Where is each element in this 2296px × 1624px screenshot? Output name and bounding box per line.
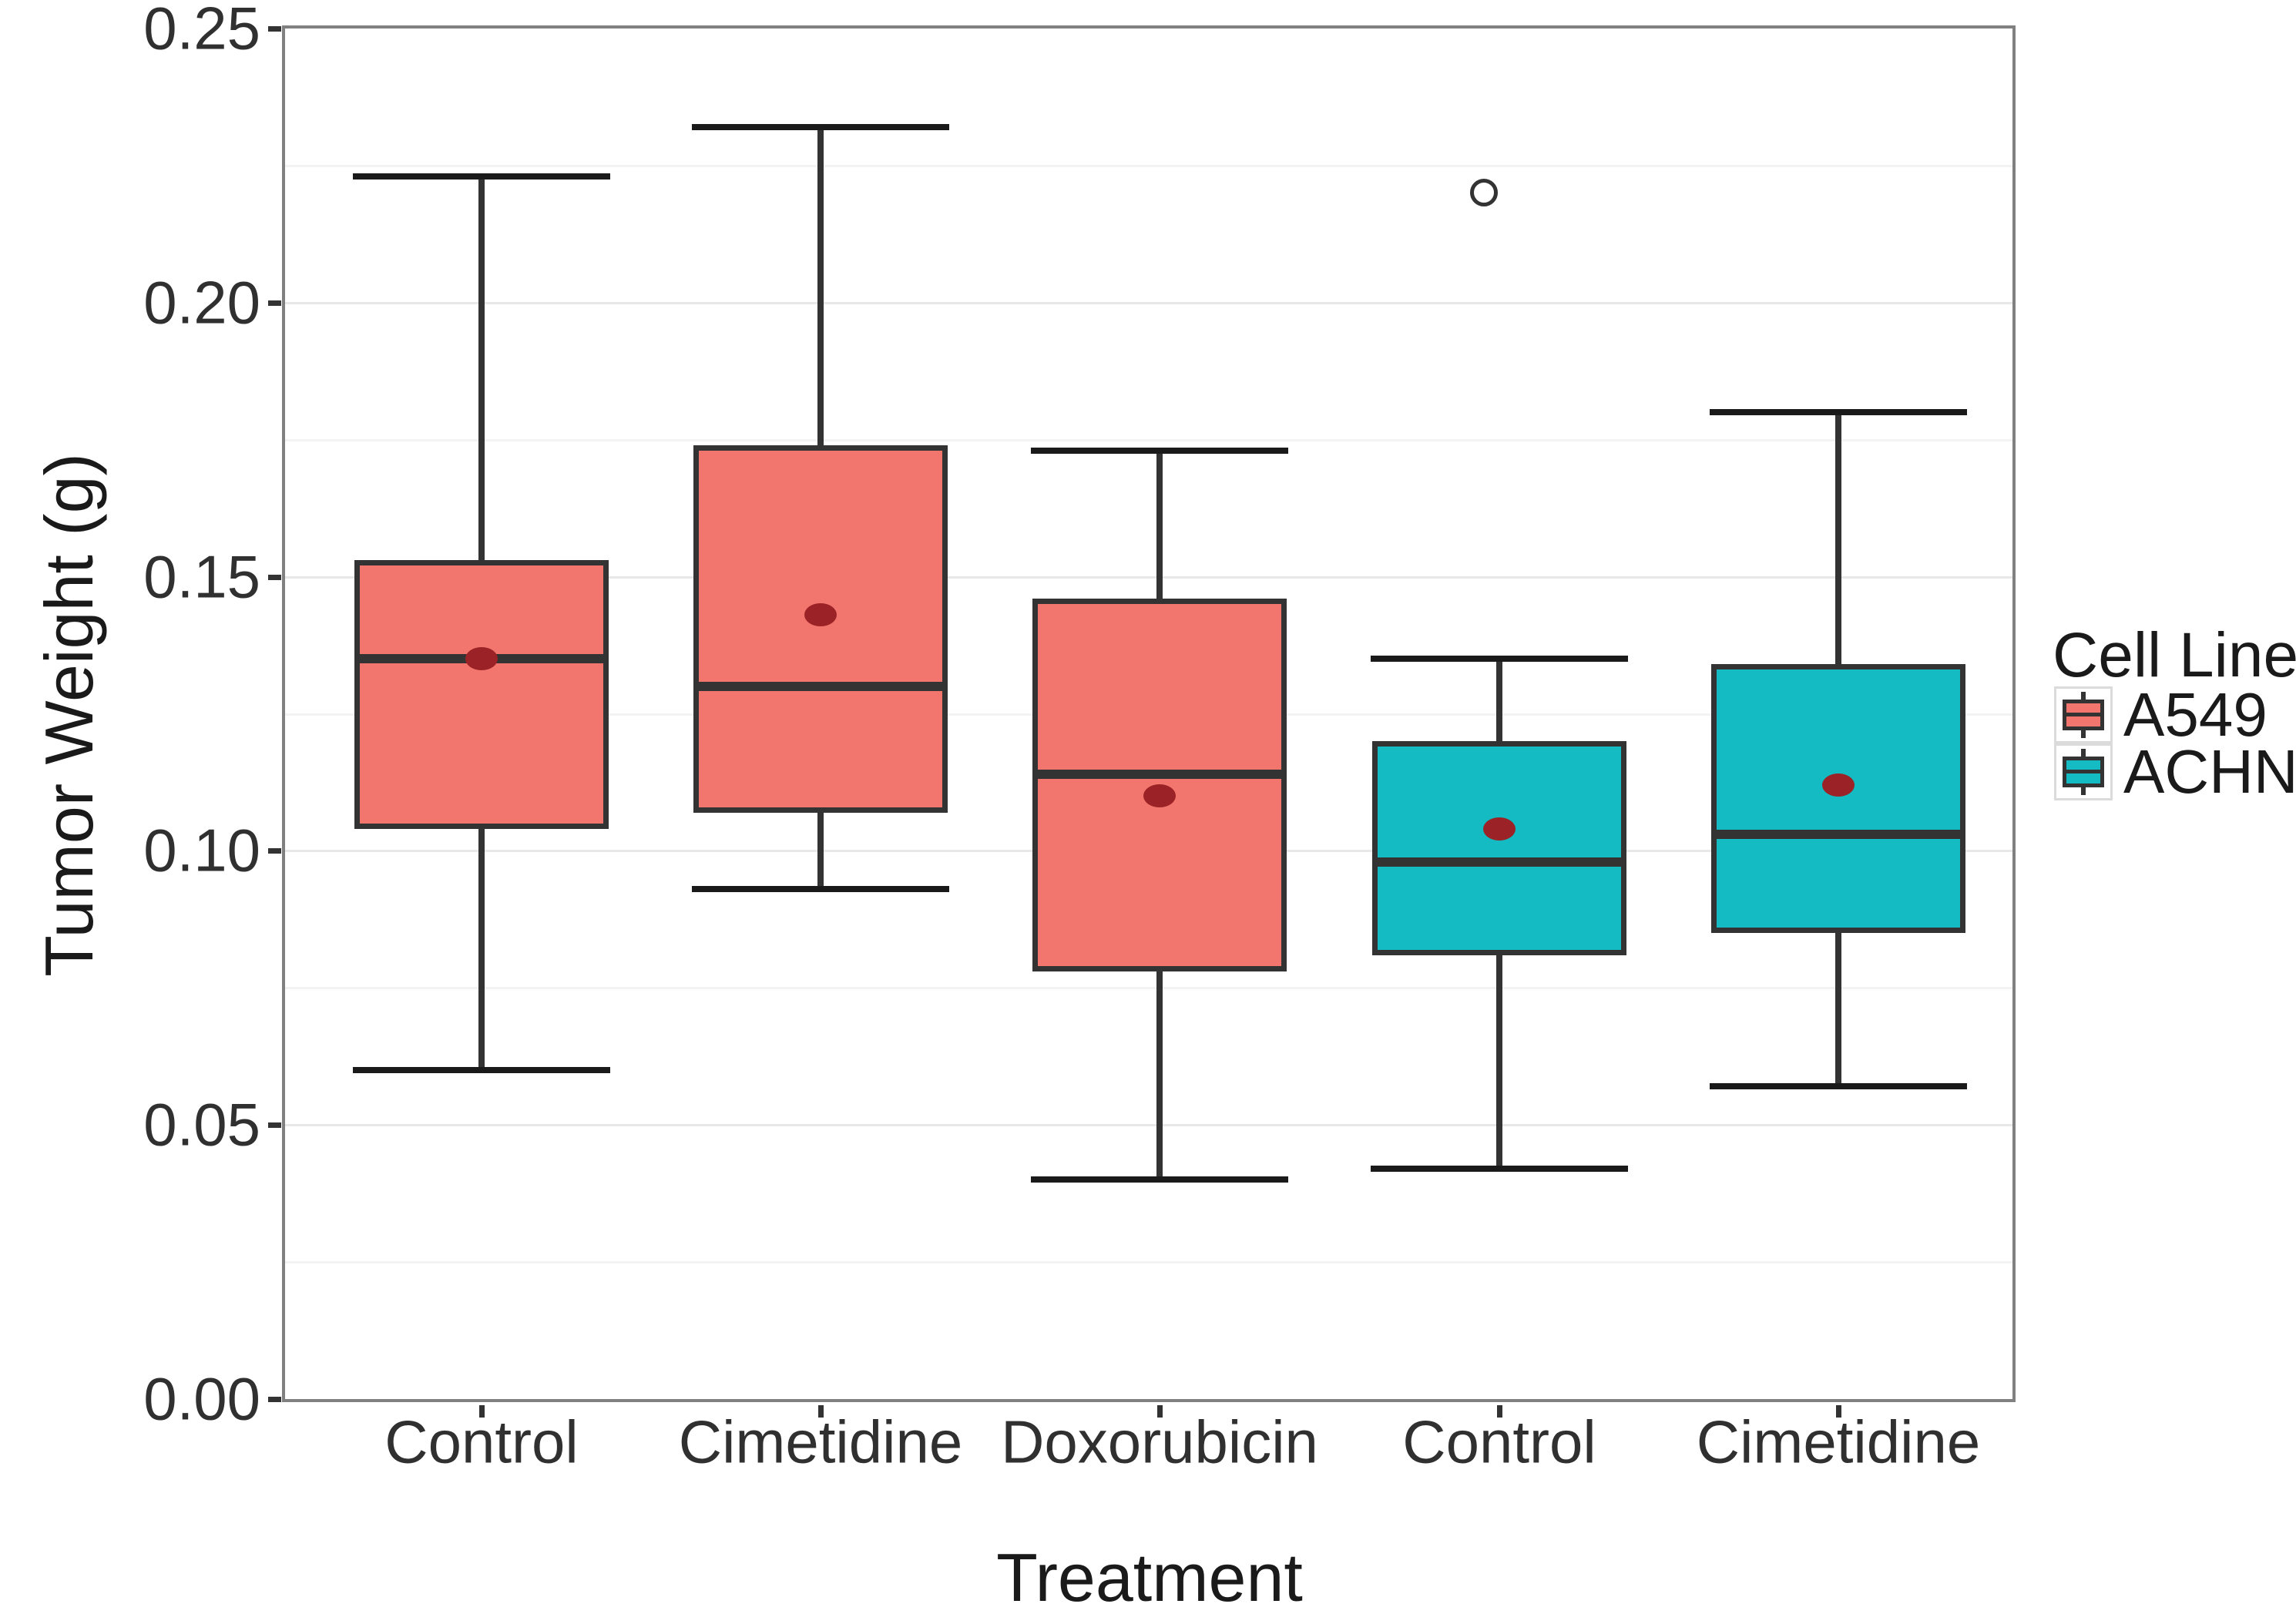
- y-tick-mark: [268, 574, 281, 580]
- minor-gridline: [285, 1261, 2012, 1264]
- y-tick-label: 0.10: [143, 816, 260, 884]
- median-line: [1376, 857, 1623, 867]
- mean-dot: [465, 647, 498, 671]
- y-tick-mark: [268, 26, 281, 32]
- major-gridline: [285, 301, 2012, 304]
- median-line: [697, 681, 944, 691]
- x-tick-label: Cimetidine: [1696, 1408, 1981, 1476]
- y-tick-mark: [268, 1122, 281, 1129]
- median-line: [1036, 769, 1283, 779]
- upper-whisker: [817, 127, 824, 445]
- legend-label-a549: A549: [2123, 680, 2267, 749]
- y-tick-mark: [268, 848, 281, 854]
- minor-gridline: [285, 164, 2012, 167]
- mean-dot: [1143, 784, 1176, 808]
- minor-gridline: [285, 987, 2012, 990]
- upper-whisker: [1496, 659, 1502, 742]
- lower-whisker-cap: [1710, 1083, 1967, 1090]
- lower-whisker-cap: [1031, 1176, 1288, 1183]
- y-tick-label: 0.00: [143, 1364, 260, 1433]
- boxplot-glyph-box: [2063, 757, 2104, 787]
- lower-whisker: [1835, 933, 1841, 1087]
- upper-whisker-cap: [1371, 656, 1628, 663]
- x-tick-mark: [1836, 1405, 1841, 1418]
- x-axis-title: Treatment: [996, 1539, 1303, 1616]
- upper-whisker-cap: [692, 124, 949, 131]
- upper-whisker-cap: [1710, 409, 1967, 416]
- x-tick-label: Doxorubicin: [1001, 1408, 1318, 1476]
- x-tick-mark: [818, 1405, 824, 1418]
- legend-title: Cell Line: [2053, 620, 2296, 690]
- x-tick-mark: [479, 1405, 485, 1418]
- mean-dot: [1483, 817, 1516, 841]
- y-tick-label: 0.05: [143, 1090, 260, 1159]
- lower-whisker-cap: [353, 1067, 610, 1074]
- major-gridline: [285, 575, 2012, 579]
- x-tick-mark: [1497, 1405, 1502, 1418]
- y-axis-title: Tumor Weight (g): [31, 453, 107, 977]
- mean-dot: [1822, 773, 1855, 797]
- iqr-box: [1372, 741, 1626, 955]
- boxplot-glyph-median: [2066, 713, 2100, 716]
- lower-whisker: [1496, 955, 1502, 1169]
- legend-key-achn: [2054, 743, 2113, 800]
- y-tick-mark: [268, 300, 281, 306]
- upper-whisker: [1156, 450, 1163, 599]
- minor-gridline: [285, 438, 2012, 441]
- y-tick-mark: [268, 1397, 281, 1402]
- iqr-box: [1711, 664, 1965, 934]
- legend-key-a549: [2054, 686, 2113, 743]
- upper-whisker: [1835, 412, 1841, 665]
- y-tick-label: 0.25: [143, 0, 260, 62]
- lower-whisker-cap: [1371, 1166, 1628, 1173]
- y-tick-label: 0.20: [143, 268, 260, 337]
- x-tick-mark: [1157, 1405, 1163, 1418]
- y-tick-label: 0.15: [143, 542, 260, 611]
- boxplot-glyph-box: [2063, 700, 2104, 730]
- lower-whisker: [817, 812, 824, 890]
- median-line: [1715, 830, 1962, 840]
- x-tick-label: Control: [1402, 1408, 1596, 1476]
- legend-label-achn: ACHN: [2123, 737, 2296, 806]
- boxplot-glyph-median: [2066, 770, 2100, 773]
- upper-whisker: [478, 176, 485, 561]
- plot-panel: [282, 25, 2016, 1402]
- lower-whisker-cap: [692, 886, 949, 893]
- upper-whisker-cap: [1031, 447, 1288, 454]
- iqr-box: [354, 560, 609, 829]
- x-tick-label: Cimetidine: [678, 1408, 963, 1476]
- iqr-box: [693, 445, 948, 813]
- upper-whisker-cap: [353, 173, 610, 180]
- mean-dot: [804, 603, 837, 627]
- x-tick-label: Control: [384, 1408, 579, 1476]
- major-gridline: [285, 1124, 2012, 1127]
- outlier-point: [1470, 179, 1498, 207]
- lower-whisker: [1156, 971, 1163, 1180]
- lower-whisker: [478, 828, 485, 1071]
